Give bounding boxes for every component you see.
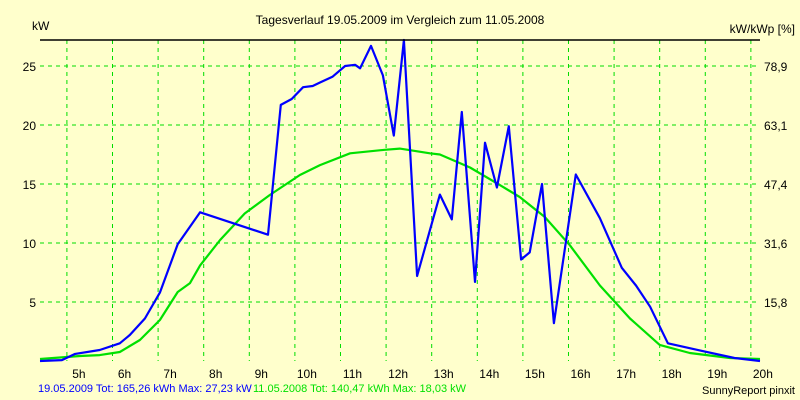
y-tick-label-right: 31,6 xyxy=(764,237,788,251)
grid xyxy=(40,40,760,361)
y-tick-label-right: 47,4 xyxy=(764,178,788,192)
x-tick-label: 20h xyxy=(753,367,773,381)
y-tick-label-right: 78,9 xyxy=(764,60,788,74)
y-tick-label-left: 5 xyxy=(29,296,36,310)
tick-labels: 5h 6h 7h 8h 9h 10h 11h 12h 13h 14h 15h 16h 17h 18h 19h… xyxy=(23,60,788,381)
y-tick-label-right: 15,8 xyxy=(764,296,788,310)
y-tick-label-left: 15 xyxy=(23,178,37,192)
x-tick-label: 11h xyxy=(343,367,362,381)
x-tick-label: 10h xyxy=(297,367,317,381)
y-tick-label-left: 10 xyxy=(23,237,37,251)
series-lines xyxy=(39,38,761,363)
series-line-11-05-2008 xyxy=(39,147,761,361)
x-tick-label: 16h xyxy=(570,367,590,381)
x-tick-label: 18h xyxy=(662,367,682,381)
x-tick-label: 17h xyxy=(616,367,636,381)
x-tick-label: 5h xyxy=(72,367,85,381)
x-tick-label: 13h xyxy=(434,367,454,381)
x-tick-label: 6h xyxy=(118,367,131,381)
series-line-19-05-2009 xyxy=(39,38,761,363)
y-axis-left-label: kW xyxy=(32,19,50,33)
legend-2008: 11.05.2008 Tot: 140,47 kWh Max: 18,03 kW xyxy=(253,383,467,395)
y-axis-right-label: kW/kWp [%] xyxy=(730,22,795,36)
x-tick-label: 12h xyxy=(388,367,408,381)
footer-credit: SunnyReport pinxit xyxy=(702,385,795,397)
x-tick-label: 19h xyxy=(707,367,727,381)
x-tick-label: 15h xyxy=(525,367,545,381)
y-tick-label-left: 20 xyxy=(23,119,37,133)
legend-2009: 19.05.2009 Tot: 165,26 kWh Max: 27,23 kW xyxy=(38,383,252,395)
y-tick-label-right: 63,1 xyxy=(764,119,788,133)
chart-title: Tagesverlauf 19.05.2009 im Vergleich zum… xyxy=(256,13,545,27)
y-tick-label-left: 25 xyxy=(23,60,37,74)
x-tick-label: 8h xyxy=(209,367,222,381)
x-tick-label: 14h xyxy=(479,367,499,381)
x-tick-label: 7h xyxy=(163,367,176,381)
x-tick-label: 9h xyxy=(255,367,268,381)
